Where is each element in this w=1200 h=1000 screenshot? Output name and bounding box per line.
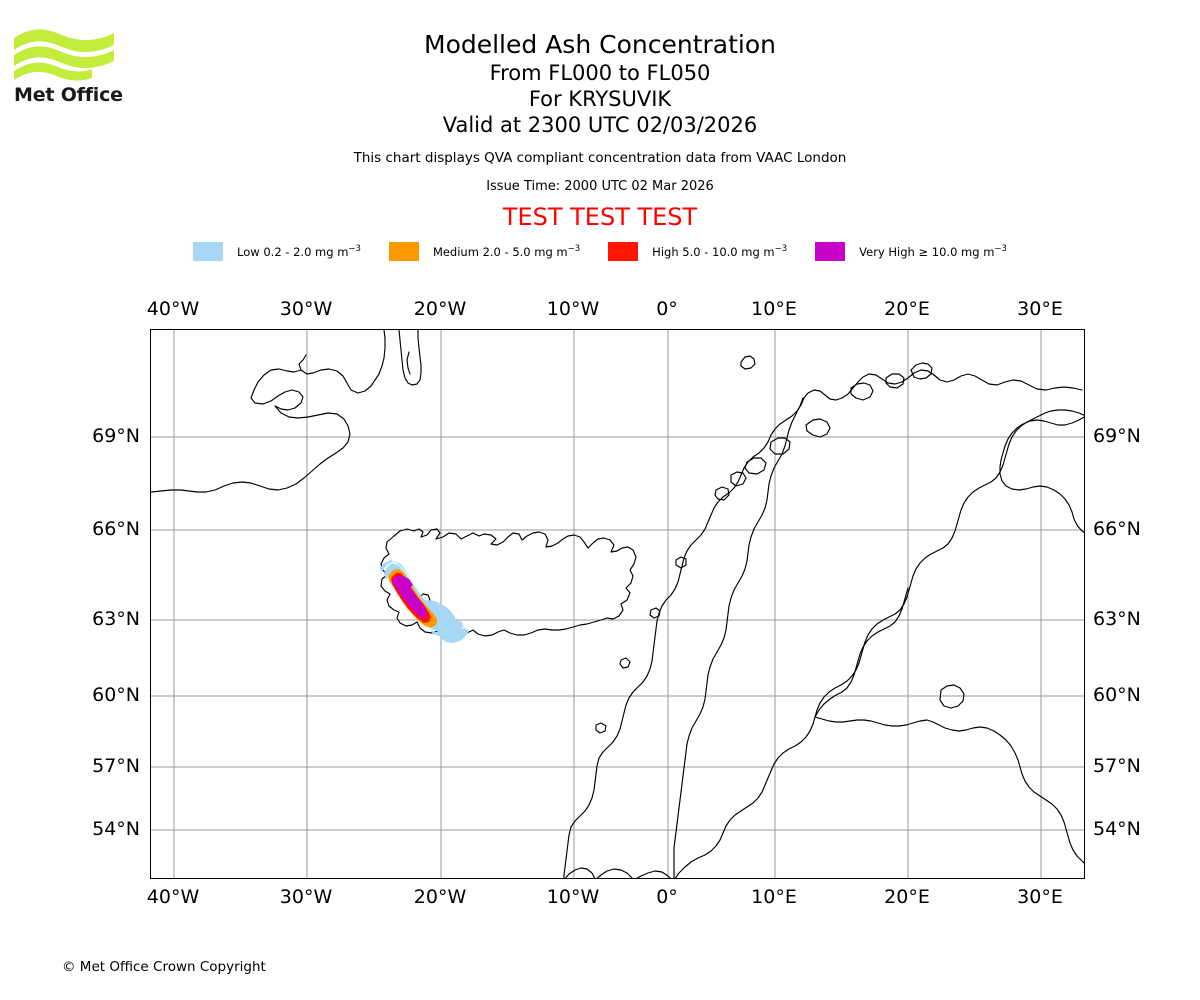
lon-tick-top-5: 10°E xyxy=(751,298,797,320)
lat-tick-left-5: 54°N xyxy=(92,818,140,840)
greenland-coast-mid xyxy=(250,368,304,411)
baltic-east-coast xyxy=(926,719,1084,864)
qva-note: This chart displays QVA compliant concen… xyxy=(353,150,847,166)
legend-swatch-very-high xyxy=(815,242,846,261)
legend-exponent-low: −3 xyxy=(348,244,361,255)
nordkyn-island xyxy=(910,362,933,380)
white-sea-coast xyxy=(999,416,1084,534)
legend-label-high: High 5.0 - 10.0 mg m−3 xyxy=(652,244,788,259)
greenland-coast-lower xyxy=(151,405,351,493)
lon-tick-top-3: 10°W xyxy=(546,298,600,320)
met-office-waves-logo-icon xyxy=(14,29,114,81)
smola-island xyxy=(619,657,631,669)
greenland-peninsula xyxy=(398,330,422,386)
lon-tick-top-6: 20°E xyxy=(884,298,930,320)
met-office-logo-text: Met Office xyxy=(14,84,123,106)
soroya-island xyxy=(885,373,905,389)
met-office-logo: Met Office xyxy=(12,24,132,114)
lon-tick-bottom-1: 30°W xyxy=(279,886,333,908)
valid-time: Valid at 2300 UTC 02/03/2026 xyxy=(442,113,758,137)
lat-tick-right-0: 69°N xyxy=(1093,425,1141,447)
kvaloya-island xyxy=(850,382,874,401)
lon-tick-bottom-2: 20°W xyxy=(413,886,467,908)
lon-tick-bottom-4: 0° xyxy=(656,886,678,908)
rost-island xyxy=(714,486,730,501)
lat-tick-left-1: 66°N xyxy=(92,518,140,540)
copyright-notice: © Met Office Crown Copyright xyxy=(62,959,266,975)
finland-west-coast xyxy=(814,587,909,718)
plume-very-high-head xyxy=(397,576,413,589)
vega-island xyxy=(675,556,687,569)
flight-level-range: From FL000 to FL050 xyxy=(489,61,711,85)
lat-tick-right-1: 66°N xyxy=(1093,518,1141,540)
ash-plume xyxy=(380,560,469,643)
concentration-legend: Low 0.2 - 2.0 mg m−3 Medium 2.0 - 5.0 mg… xyxy=(0,242,1200,261)
map-canvas xyxy=(151,330,1084,879)
lofoten-west xyxy=(730,471,747,487)
legend-label-very-high: Very High ≥ 10.0 mg m−3 xyxy=(859,244,1007,259)
legend-item-high: High 5.0 - 10.0 mg m−3 xyxy=(608,242,787,261)
legend-exponent-medium: −3 xyxy=(567,244,581,255)
lofoten-island xyxy=(744,457,767,475)
legend-exponent-high: −3 xyxy=(774,244,788,255)
lat-tick-right-4: 57°N xyxy=(1093,755,1141,777)
legend-swatch-medium xyxy=(388,242,419,261)
legend-label-medium: Medium 2.0 - 5.0 mg m−3 xyxy=(432,244,581,259)
lon-tick-bottom-3: 10°W xyxy=(546,886,600,908)
legend-item-low: Low 0.2 - 2.0 mg m−3 xyxy=(193,242,361,261)
map-gridlines xyxy=(151,330,1084,878)
lon-tick-bottom-0: 40°W xyxy=(146,886,200,908)
test-banner: TEST TEST TEST xyxy=(502,203,698,231)
plume-low-se-tail xyxy=(435,617,464,641)
bothnia-west-shore xyxy=(674,572,900,879)
lon-tick-top-1: 30°W xyxy=(279,298,333,320)
vesteralen-island xyxy=(769,437,791,455)
plume-very-high xyxy=(392,575,427,618)
lat-tick-left-3: 60°N xyxy=(92,684,140,706)
lon-tick-bottom-5: 10°E xyxy=(751,886,797,908)
norway-south-tip xyxy=(564,867,596,878)
norway-west-coast xyxy=(563,369,1083,878)
lat-tick-left-2: 63°N xyxy=(92,608,140,630)
senja-island xyxy=(805,418,831,438)
lon-tick-bottom-7: 30°E xyxy=(1017,886,1063,908)
lat-tick-right-2: 63°N xyxy=(1093,608,1141,630)
lon-tick-top-7: 30°E xyxy=(1017,298,1063,320)
legend-item-medium: Medium 2.0 - 5.0 mg m−3 xyxy=(388,242,581,261)
lake-ladoga xyxy=(939,684,965,709)
lon-tick-top-4: 0° xyxy=(656,298,678,320)
lat-tick-right-5: 54°N xyxy=(1093,818,1141,840)
norway-southeast xyxy=(596,868,633,878)
lon-tick-bottom-6: 20°E xyxy=(884,886,930,908)
legend-label-low: Low 0.2 - 2.0 mg m−3 xyxy=(237,244,361,259)
iceland-coast xyxy=(380,528,637,637)
sweden-southwest xyxy=(636,870,671,878)
lat-tick-left-4: 57°N xyxy=(92,755,140,777)
legend-exponent-very-high: −3 xyxy=(994,244,1007,255)
sotra-island xyxy=(595,722,607,734)
hitra-island xyxy=(649,607,661,619)
coastlines xyxy=(151,330,1084,879)
legend-item-very-high: Very High ≥ 10.0 mg m−3 xyxy=(815,242,1007,261)
chart-header: Modelled Ash Concentration From FL000 to… xyxy=(0,0,1200,231)
jan-mayen-island xyxy=(740,355,756,370)
lon-tick-top-2: 20°W xyxy=(413,298,467,320)
map-panel[interactable] xyxy=(150,329,1085,879)
finland-south-coast xyxy=(814,716,928,727)
legend-swatch-low xyxy=(193,242,224,261)
norway-sweden-border xyxy=(673,397,804,878)
lon-tick-top-0: 40°W xyxy=(146,298,200,320)
lat-tick-left-0: 69°N xyxy=(92,425,140,447)
lat-tick-right-3: 60°N xyxy=(1093,684,1141,706)
greenland-coast-upper xyxy=(298,330,386,394)
legend-swatch-high xyxy=(608,242,639,261)
finland-russia-east-border xyxy=(674,409,1084,878)
page-title: Modelled Ash Concentration xyxy=(424,30,776,59)
greenland-inlet xyxy=(406,351,411,375)
volcano-name: For KRYSUVIK xyxy=(528,87,672,111)
issue-time: Issue Time: 2000 UTC 02 Mar 2026 xyxy=(486,179,714,194)
